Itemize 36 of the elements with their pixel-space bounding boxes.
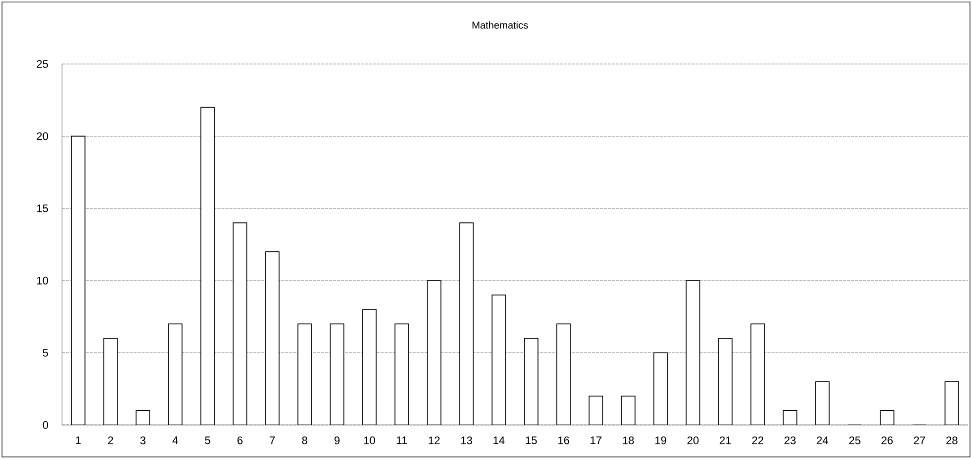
x-tick-label: 19: [655, 436, 666, 444]
x-tick-label: 12: [428, 436, 440, 444]
x-tick-label: 25: [849, 436, 860, 444]
x-tick-label: 11: [396, 436, 407, 444]
y-tick-label: 0: [42, 421, 48, 429]
x-tick-label: 15: [526, 436, 537, 444]
x-tick-label: 3: [140, 436, 146, 444]
x-tick-label: 2: [108, 436, 114, 444]
y-tick-label: 5: [42, 348, 48, 357]
x-tick-label: 24: [816, 436, 828, 444]
x-tick-label: 17: [590, 436, 602, 444]
x-tick-label: 10: [364, 436, 376, 444]
x-tick-label: 5: [205, 436, 210, 444]
y-tick-label: 20: [36, 132, 48, 140]
bar: [653, 352, 668, 425]
x-tick-label: 13: [461, 436, 472, 444]
x-tick-label: 18: [622, 436, 634, 444]
x-tick-label: 6: [237, 436, 243, 444]
x-tick-label: 26: [882, 436, 893, 444]
x-tick-label: 14: [494, 436, 505, 444]
x-tick-label: 9: [334, 436, 340, 444]
x-tick-label: 23: [784, 436, 796, 444]
x-tick-label: 1: [76, 436, 81, 444]
y-tick-label: 25: [36, 60, 48, 68]
x-tick-label: 7: [270, 436, 275, 444]
chart-title: Mathematics: [472, 21, 528, 29]
x-tick-label: 4: [172, 436, 178, 444]
x-tick-label: 20: [687, 436, 699, 444]
x-tick-label: 28: [946, 436, 958, 444]
y-tick-label: 10: [37, 276, 48, 284]
x-tick-label: 22: [752, 436, 764, 444]
y-tick-label: 15: [37, 204, 48, 212]
x-tick-label: 16: [558, 436, 570, 444]
x-tick-label: 21: [720, 436, 731, 444]
x-tick-label: 8: [302, 436, 308, 444]
x-tick-label: 27: [914, 436, 926, 444]
